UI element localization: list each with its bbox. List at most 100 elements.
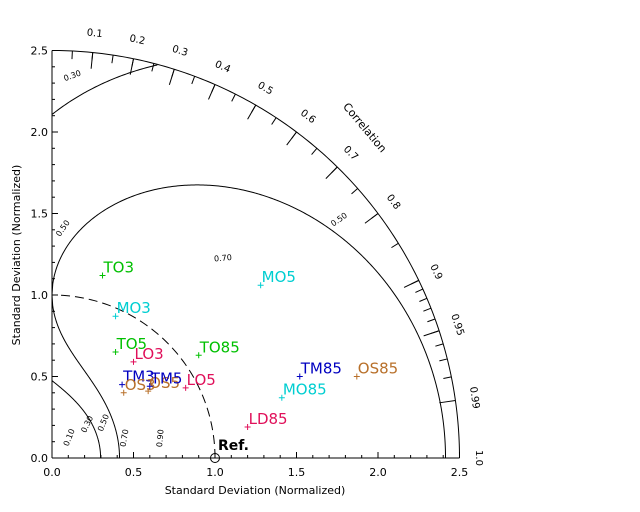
correlation-minor-tick xyxy=(439,358,448,362)
correlation-tick-label: 0.7 xyxy=(341,144,360,163)
correlation-major-tick xyxy=(247,104,257,120)
skill-contour-label: 0.10 xyxy=(62,428,77,448)
point-marker xyxy=(146,383,153,390)
reference-std-arc xyxy=(51,294,216,459)
point-label: TO85 xyxy=(199,338,240,356)
correlation-major-tick xyxy=(325,166,338,179)
point-marker xyxy=(257,282,264,289)
point-label: OS85 xyxy=(358,360,398,378)
reference-arc xyxy=(51,294,216,459)
y-tick-label: 0.0 xyxy=(31,452,49,465)
point-marker xyxy=(278,394,285,401)
point-label: LO3 xyxy=(135,345,164,363)
correlation-tick-label: 0.5 xyxy=(256,80,275,97)
skill-contour-label: 0.70 xyxy=(119,428,131,447)
correlation-major-tick xyxy=(403,279,419,288)
correlation-minor-tick xyxy=(423,307,432,312)
point-marker xyxy=(99,272,106,279)
point-marker xyxy=(145,388,152,395)
correlation-major-tick xyxy=(364,213,379,224)
point-marker xyxy=(112,313,119,320)
point-label: TM3 xyxy=(122,368,155,386)
correlation-tick-label: 1.0 xyxy=(473,450,484,466)
correlation-major-tick xyxy=(423,330,440,337)
correlation-minor-tick xyxy=(415,288,424,293)
correlation-tick-label: 0.95 xyxy=(448,313,465,338)
point-label: TO5 xyxy=(116,335,148,353)
point-marker xyxy=(182,384,189,391)
x-tick-label: 1.0 xyxy=(206,466,224,479)
correlation-minor-tick xyxy=(427,318,436,323)
x-tick-label: 2.5 xyxy=(451,466,469,479)
correlation-minor-tick xyxy=(419,297,428,302)
point-marker xyxy=(353,373,360,380)
correlation-arc: 0.1 0.2 0.3 0.4 0.5 0.6 0.7 0.8 0.9 0.95 0.99 1.0 xyxy=(51,28,484,466)
correlation-minor-tick xyxy=(311,148,318,155)
correlation-tick-label: 0.3 xyxy=(171,44,189,59)
point-label: MO3 xyxy=(117,299,151,317)
correlation-minor-tick xyxy=(191,76,196,85)
point-label: TO3 xyxy=(103,258,135,276)
point-marker xyxy=(195,352,202,359)
y-tick-label: 0.5 xyxy=(31,371,49,384)
correlation-minor-tick xyxy=(111,55,114,64)
point-marker xyxy=(130,358,137,365)
skill-contour xyxy=(51,64,158,458)
point-label: TM85 xyxy=(300,360,342,378)
point-marker xyxy=(119,381,126,388)
x-tick-label: 1.5 xyxy=(288,466,306,479)
correlation-tick-label: 0.9 xyxy=(427,263,444,282)
skill-contour-label: 0.30 xyxy=(79,414,95,434)
correlation-major-tick xyxy=(439,400,456,404)
correlation-tick-label: 0.8 xyxy=(384,193,402,212)
reference-marker xyxy=(210,453,220,463)
correlation-tick-label: 0.6 xyxy=(298,108,317,126)
skill-contour-label: 0.50 xyxy=(54,218,72,238)
correlation-minor-tick xyxy=(151,63,155,72)
point-marker xyxy=(120,389,127,396)
correlation-minor-tick xyxy=(271,117,277,125)
axes: 0.0 0.5 1.0 1.5 2.0 2.5 0.0 0.5 1.0 1.5 2.0 2.5 xyxy=(31,45,469,480)
point-marker xyxy=(112,349,119,356)
correlation-major-tick xyxy=(168,69,175,85)
correlation-minor-tick xyxy=(391,242,399,249)
point-label: LO5 xyxy=(187,371,216,389)
correlation-major-tick xyxy=(286,131,297,146)
correlation-minor-tick xyxy=(351,188,358,195)
skill-contour-label: 0.70 xyxy=(214,253,233,264)
point-marker xyxy=(244,424,251,431)
x-tick-label: 0.0 xyxy=(43,466,61,479)
correlation-minor-tick xyxy=(231,93,236,102)
correlation-major-tick xyxy=(208,84,216,100)
correlation-arc-line xyxy=(51,50,460,459)
x-tick-label: 2.0 xyxy=(369,466,387,479)
point-label: MO5 xyxy=(262,268,296,286)
y-tick-label: 1.5 xyxy=(31,208,49,221)
point-label: OS5 xyxy=(149,374,180,392)
x-axis-title: Standard Deviation (Normalized) xyxy=(165,484,346,497)
y-tick-label: 2.0 xyxy=(31,126,49,139)
skill-contour-label: 0.50 xyxy=(329,211,349,229)
reference-label: Ref. xyxy=(218,438,249,454)
correlation-tick-label: 0.4 xyxy=(213,59,232,75)
correlation-tick-label: 0.99 xyxy=(467,386,481,410)
correlation-tick-label: 0.2 xyxy=(128,33,146,47)
correlation-tick-label: 0.1 xyxy=(86,28,103,41)
x-tick-label: 0.5 xyxy=(125,466,143,479)
point-label: TM5 xyxy=(150,369,183,387)
correlation-major-tick xyxy=(129,58,134,75)
correlation-minor-tick xyxy=(435,343,444,347)
y-tick-label: 1.0 xyxy=(31,289,49,302)
point-label: MO85 xyxy=(283,381,327,399)
correlation-minor-tick xyxy=(443,376,452,380)
y-tick-label: 2.5 xyxy=(31,45,49,58)
point-label: LD85 xyxy=(249,410,288,428)
skill-contour-label: 0.90 xyxy=(155,429,166,448)
point-marker xyxy=(296,373,303,380)
skill-contour-label: 0.30 xyxy=(62,69,82,84)
skill-contour-label: 0.50 xyxy=(96,413,111,433)
correlation-major-tick xyxy=(90,52,94,69)
y-axis-title: Standard Deviation (Normalized) xyxy=(10,165,23,346)
